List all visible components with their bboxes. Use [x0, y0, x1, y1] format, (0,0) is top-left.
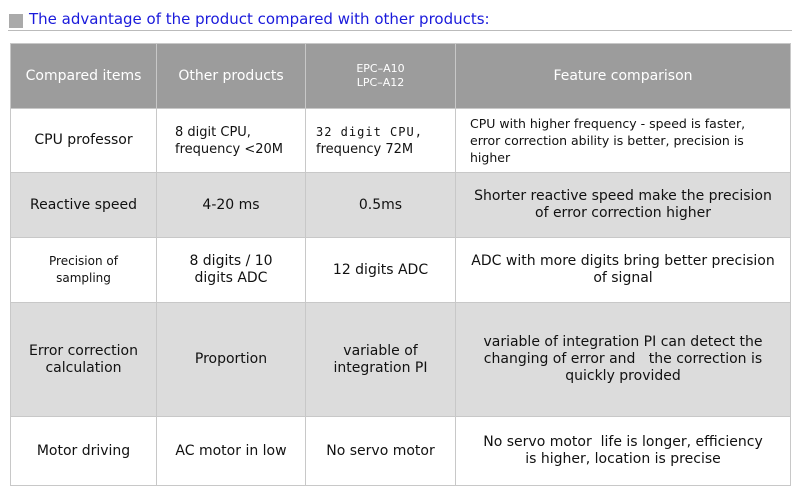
cell-feature: ADC with more digits bring better precis… [455, 237, 791, 303]
cell-feature: No servo motor life is longer, efficienc… [455, 416, 791, 486]
cell-item: CPU professor [10, 108, 157, 173]
model-line2: LPC–A12 [356, 76, 405, 89]
cell-item: Reactive speed [10, 172, 157, 238]
cell-other: 8 digits / 10 digits ADC [156, 237, 306, 303]
table-row: Error correction calculation Proportion … [10, 302, 791, 417]
cell-ours: 32 digit CPU, frequency 72M [305, 108, 456, 173]
cell-ours: 0.5ms [305, 172, 456, 238]
cell-ours-line2: frequency 72M [316, 141, 414, 157]
cell-ours: 12 digits ADC [305, 237, 456, 303]
cell-feature: CPU with higher frequency - speed is fas… [455, 108, 791, 173]
section-title: The advantage of the product compared wi… [29, 10, 490, 28]
section-header: The advantage of the product compared wi… [9, 6, 490, 28]
square-bullet-icon [9, 14, 23, 28]
table-row: Reactive speed 4-20 ms 0.5ms Shorter rea… [10, 172, 791, 238]
cell-item: Error correction calculation [10, 302, 157, 417]
table-row: CPU professor 8 digit CPU, frequency <20M… [10, 108, 791, 173]
cell-other: 8 digit CPU, frequency <20M [156, 108, 306, 173]
header-feature-comparison: Feature comparison [455, 43, 791, 109]
table-row: Precision of sampling 8 digits / 10 digi… [10, 237, 791, 303]
comparison-table: Compared items Other products EPC–A10 LPC… [10, 43, 791, 486]
header-model: EPC–A10 LPC–A12 [305, 43, 456, 109]
cell-item: Precision of sampling [10, 237, 157, 303]
cell-other: Proportion [156, 302, 306, 417]
cell-ours-line1: 32 digit CPU, [316, 124, 423, 139]
cell-other-line2: frequency <20M [175, 141, 283, 157]
cell-feature: variable of integration PI can detect th… [455, 302, 791, 417]
divider [8, 30, 792, 31]
header-other-products: Other products [156, 43, 306, 109]
table-row: Motor driving AC motor in low No servo m… [10, 416, 791, 486]
header-compared-items: Compared items [10, 43, 157, 109]
cell-feature: Shorter reactive speed make the precisio… [455, 172, 791, 238]
cell-ours: variable of integration PI [305, 302, 456, 417]
cell-feature-line1: CPU with higher frequency - speed is fas… [470, 116, 746, 131]
table-header-row: Compared items Other products EPC–A10 LPC… [10, 43, 791, 109]
cell-other-line1: 8 digit CPU, [175, 124, 251, 140]
cell-other: 4-20 ms [156, 172, 306, 238]
cell-item: Motor driving [10, 416, 157, 486]
cell-other: AC motor in low [156, 416, 306, 486]
cell-ours: No servo motor [305, 416, 456, 486]
cell-feature-line2: error correction ability is better, prec… [470, 133, 744, 165]
model-line1: EPC–A10 [356, 62, 405, 75]
